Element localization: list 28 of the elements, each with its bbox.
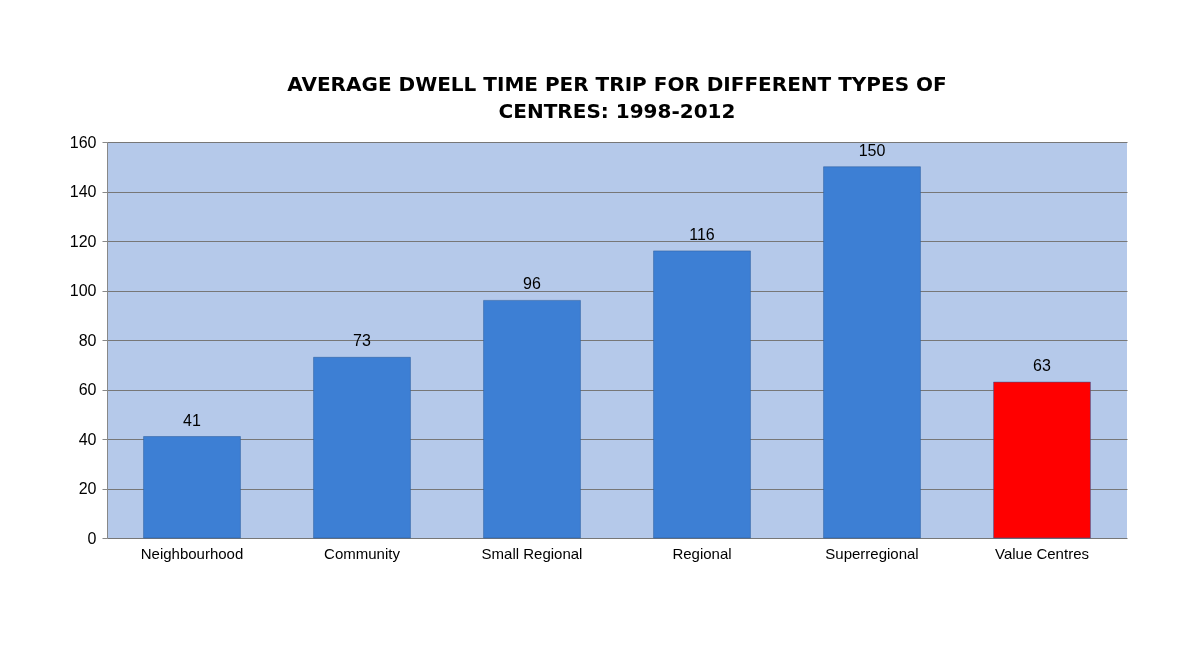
y-tick-label: 0	[87, 529, 97, 547]
y-tick-label: 40	[78, 430, 97, 448]
bar	[823, 166, 921, 539]
data-label: 63	[1033, 357, 1051, 375]
data-label: 73	[353, 332, 371, 350]
y-tick-label: 80	[78, 331, 97, 349]
x-tick-label: Regional	[672, 544, 732, 562]
y-tick-label: 20	[78, 480, 97, 497]
x-tick-label: Neighbourhood	[140, 544, 244, 562]
chart-title: AVERAGE DWELL TIME PER TRIP FOR DIFFERENT TYPES OF CENTRES: 1998-2012	[287, 72, 947, 123]
data-label: 116	[689, 225, 715, 243]
data-label: 41	[183, 411, 201, 429]
bar	[483, 300, 581, 539]
bar	[313, 357, 411, 539]
y-tick-label: 60	[78, 381, 97, 398]
x-tick-label: Value Centres	[995, 544, 1089, 562]
y-tick-label: 100	[69, 282, 97, 299]
data-label: 96	[523, 275, 541, 293]
x-tick-label: Superregional	[825, 544, 919, 562]
y-tick-label: 140	[69, 183, 97, 200]
x-tick-label: Small Regional	[481, 544, 583, 562]
bar	[993, 381, 1091, 539]
x-tick-label: Community	[324, 544, 401, 562]
bar	[143, 436, 241, 539]
data-label: 150	[858, 141, 886, 159]
y-tick-label: 160	[69, 133, 97, 151]
bar	[653, 250, 751, 539]
y-tick-label: 120	[69, 232, 97, 250]
